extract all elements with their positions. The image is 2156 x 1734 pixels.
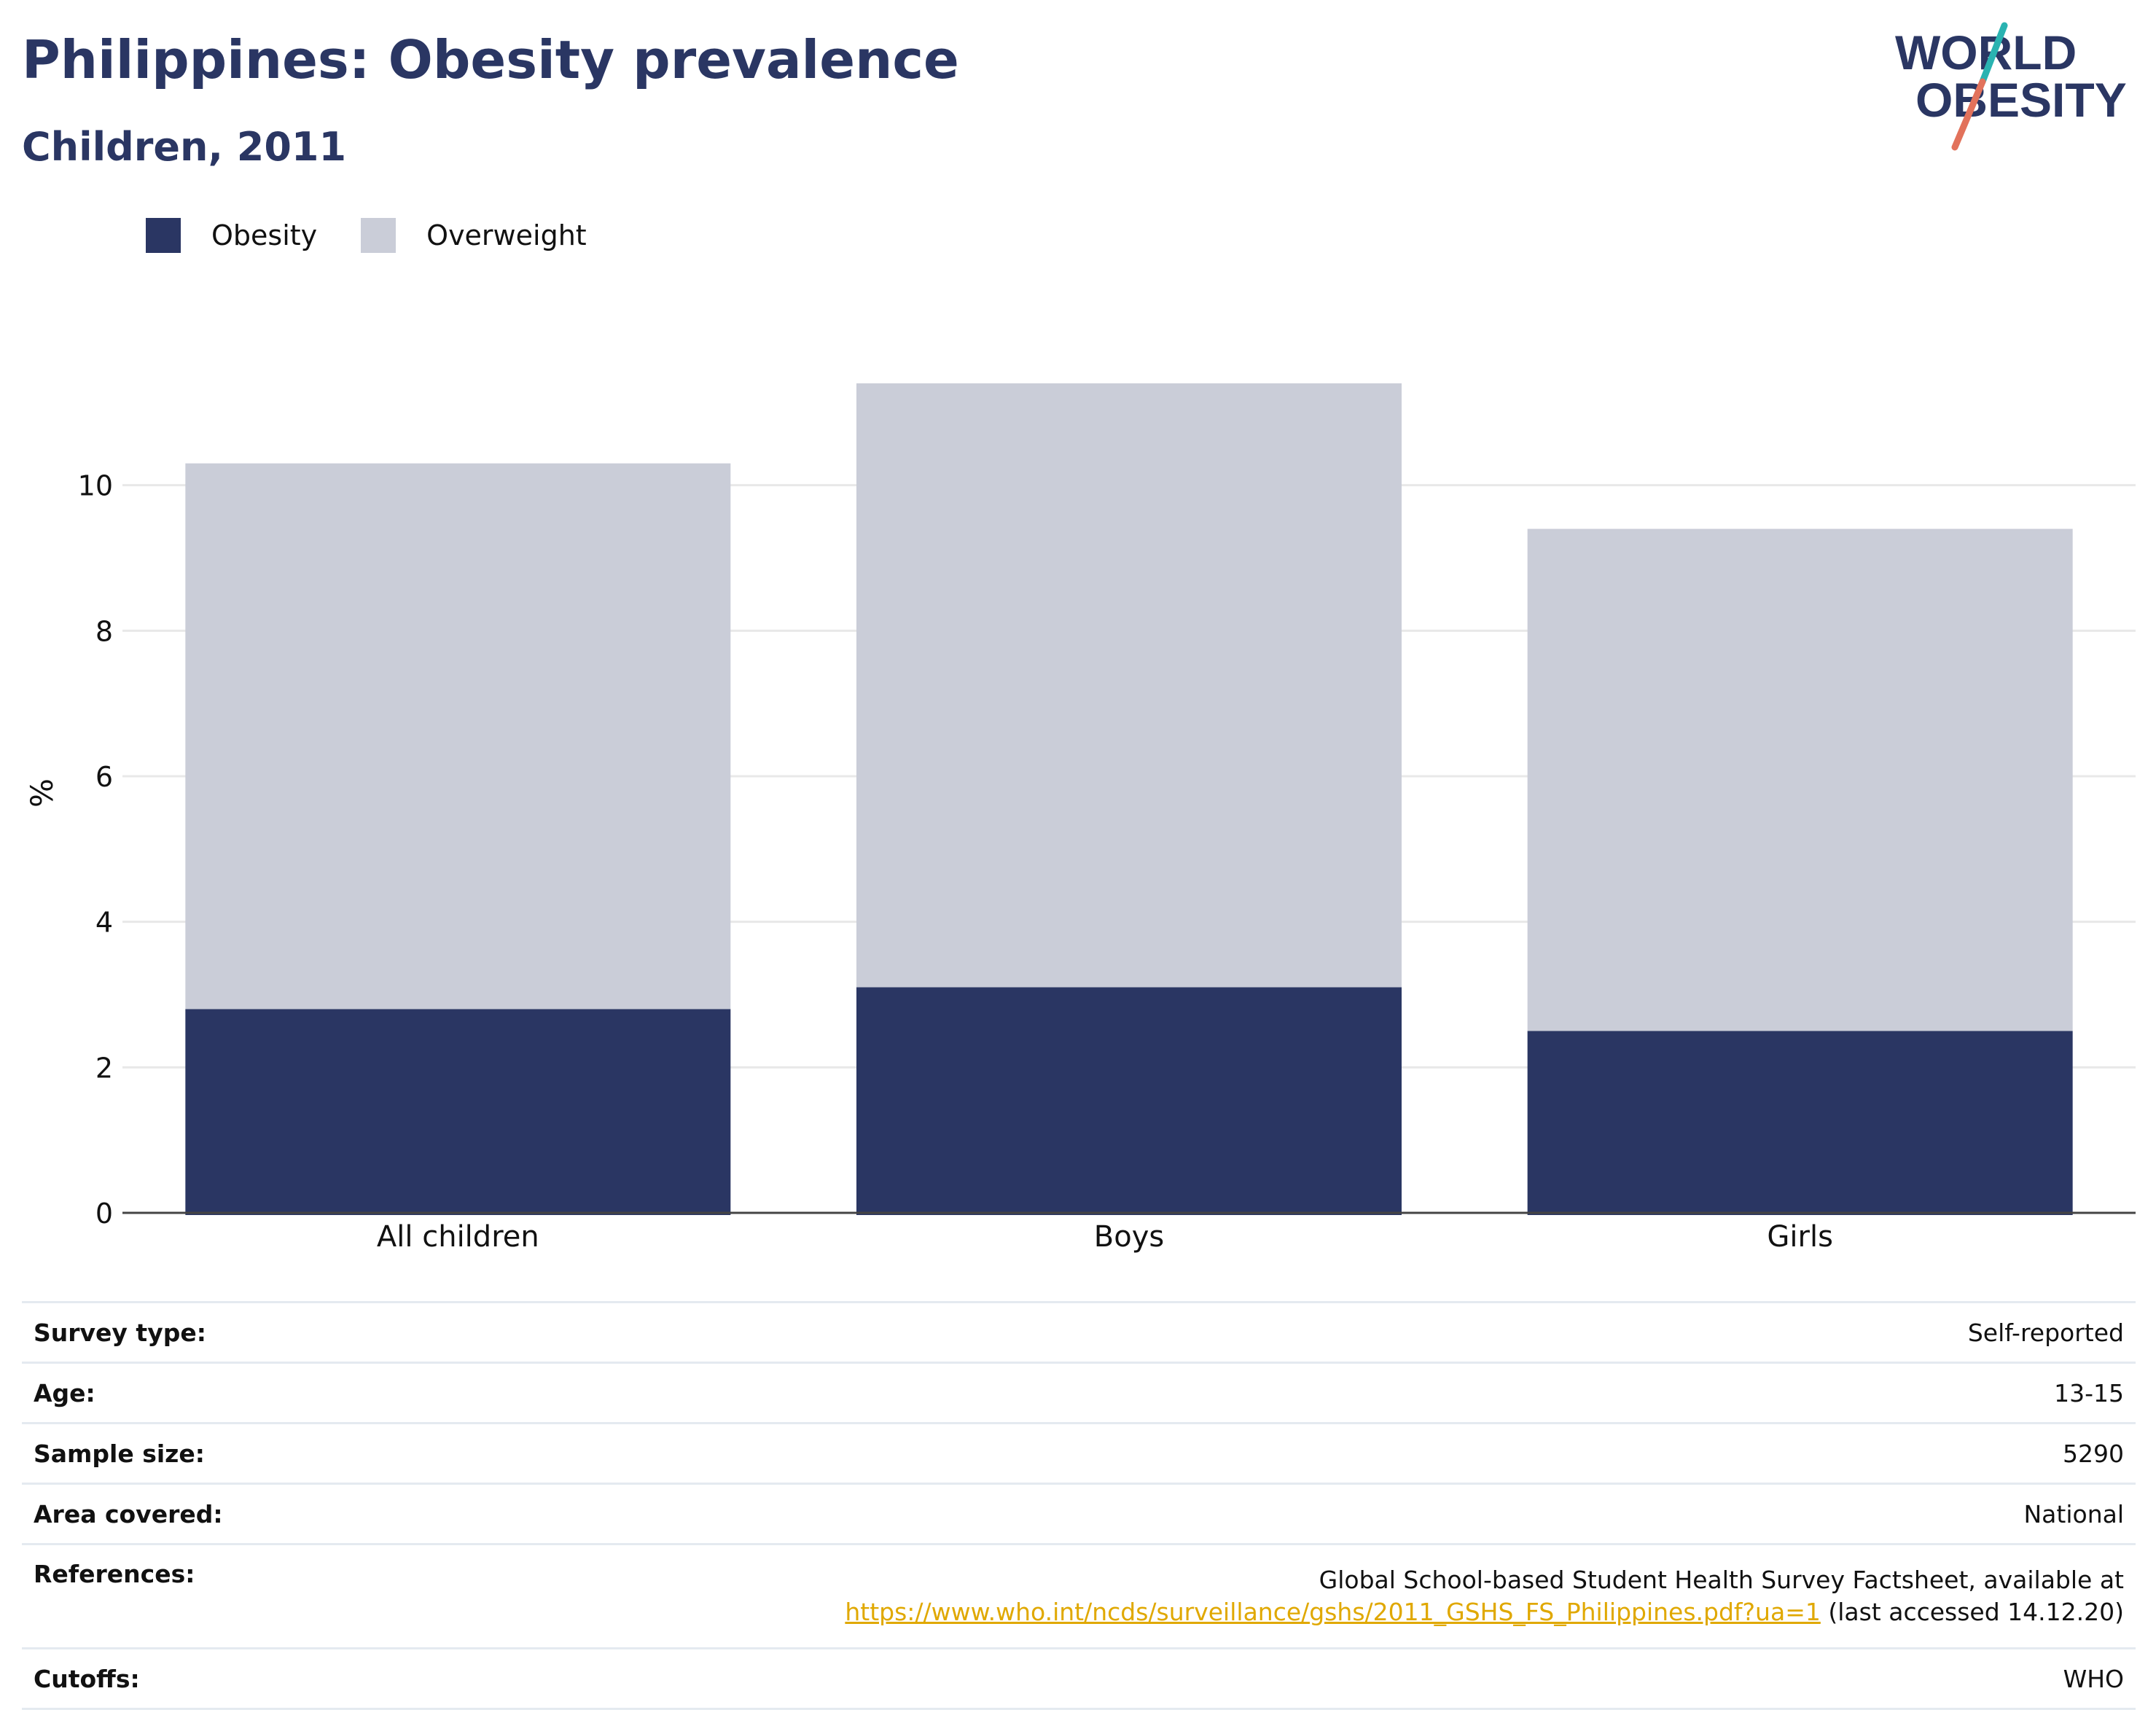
y-tick-label: 0 xyxy=(95,1198,113,1230)
page-title: Philippines: Obesity prevalence xyxy=(22,29,959,90)
info-row-sample-size: Sample size: 5290 xyxy=(22,1423,2136,1485)
y-tick-label: 4 xyxy=(95,907,113,939)
info-value: WHO xyxy=(337,1648,2136,1710)
logo-text-obesity: OBESITY xyxy=(1915,73,2127,127)
legend-swatch-obesity xyxy=(146,218,181,253)
bar-segment-obesity xyxy=(1527,1031,2073,1215)
info-value: Global School-based Student Health Surve… xyxy=(337,1544,2136,1649)
info-value: Self-reported xyxy=(337,1301,2136,1364)
y-tick-label: 8 xyxy=(95,615,113,647)
x-tick-label: All children xyxy=(377,1220,539,1254)
legend-label-obesity: Obesity xyxy=(211,219,318,251)
bar-segment-obesity xyxy=(856,987,1402,1215)
bar-chart: 0 2 4 6 8 10% All children Boys Girls xyxy=(24,383,2136,1254)
info-value: National xyxy=(337,1483,2136,1545)
info-row-age: Age: 13-15 xyxy=(22,1362,2136,1424)
world-obesity-logo: WORLD OBESITY xyxy=(1895,22,2127,151)
bar-segment-obesity xyxy=(185,1009,731,1215)
info-key: Sample size: xyxy=(22,1423,337,1485)
y-axis-title: % xyxy=(24,778,60,808)
reference-accessed-note: (last accessed 14.12.20) xyxy=(1828,1598,2124,1626)
y-tick-label: 10 xyxy=(78,470,113,502)
legend-swatch-overweight xyxy=(361,218,397,253)
info-row-survey-type: Survey type: Self-reported xyxy=(22,1301,2136,1364)
page-subtitle: Children, 2011 xyxy=(22,124,347,170)
logo-slash-teal xyxy=(1979,22,2008,85)
bar-segment-overweight xyxy=(856,383,1402,988)
survey-info-table: Survey type: Self-reported Age: 13-15 Sa… xyxy=(22,1301,2136,1710)
info-row-cutoffs: Cutoffs: WHO xyxy=(22,1648,2136,1710)
legend-item-overweight: Overweight xyxy=(361,218,587,253)
bar-segment-overweight xyxy=(185,463,731,1009)
info-key: References: xyxy=(22,1544,337,1649)
logo-slash-red xyxy=(1951,78,1986,151)
legend-label-overweight: Overweight xyxy=(426,219,587,251)
info-value: 5290 xyxy=(337,1423,2136,1485)
x-tick-label: Boys xyxy=(1094,1220,1164,1254)
reference-link[interactable]: https://www.who.int/ncds/surveillance/gs… xyxy=(845,1598,1821,1626)
bar-segment-overweight xyxy=(1527,528,2073,1031)
chart-legend: Obesity Overweight xyxy=(146,216,630,254)
reference-text: Global School-based Student Health Surve… xyxy=(1319,1566,2124,1594)
y-tick-label: 2 xyxy=(95,1052,113,1084)
x-tick-label: Girls xyxy=(1767,1220,1833,1254)
info-key: Area covered: xyxy=(22,1483,337,1545)
y-tick-label: 6 xyxy=(95,761,113,793)
info-key: Age: xyxy=(22,1362,337,1424)
info-key: Cutoffs: xyxy=(22,1648,337,1710)
info-row-area-covered: Area covered: National xyxy=(22,1483,2136,1545)
info-row-references: References: Global School-based Student … xyxy=(22,1544,2136,1649)
legend-item-obesity: Obesity xyxy=(146,218,317,253)
info-value: 13-15 xyxy=(337,1362,2136,1424)
info-key: Survey type: xyxy=(22,1301,337,1364)
